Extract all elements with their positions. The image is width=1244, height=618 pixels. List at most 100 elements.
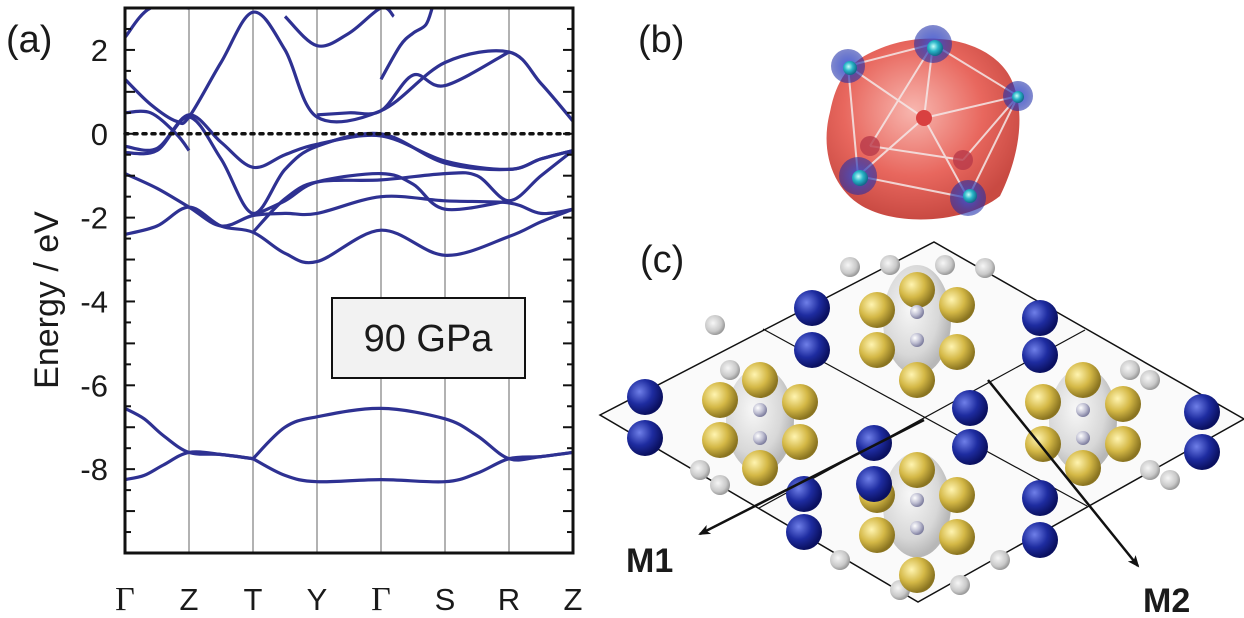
gray-atom xyxy=(935,255,955,275)
high-symmetry-gridlines xyxy=(188,8,510,553)
gold-atom xyxy=(859,517,895,553)
blue-atom xyxy=(1184,394,1220,430)
blue-atom xyxy=(627,420,663,456)
gold-atom xyxy=(1065,362,1101,398)
band-line xyxy=(251,149,573,234)
arrow-m2 xyxy=(987,379,1140,568)
blue-atom xyxy=(952,390,988,426)
gray-atom xyxy=(720,360,740,380)
charge-column xyxy=(726,367,794,473)
y-tick-label: 2 xyxy=(91,33,108,68)
gray-atom xyxy=(710,475,730,495)
gray-atom xyxy=(830,550,850,570)
panel-label-c: (c) xyxy=(640,239,684,281)
x-tick-label: Y xyxy=(307,582,328,617)
gray-atom xyxy=(1160,470,1180,490)
isosurface-panel: (b) xyxy=(638,19,1033,220)
gold-atom xyxy=(742,362,778,398)
gold-atom xyxy=(782,384,818,420)
y-tick-label: 0 xyxy=(91,117,108,152)
gold-atom xyxy=(1105,426,1141,462)
gray-atom xyxy=(950,575,970,595)
y-axis-ticks: 2 0 -2 -4 -6 -8 xyxy=(80,27,573,534)
crystal-structure-panel: (c) M1 M2 xyxy=(598,239,1244,618)
inner-atom xyxy=(860,136,880,156)
band-structure-panel: (a) Energy / eV 2 0 -2 -4 -6 -8 Γ Z T Y Γ S R Z 90 G… xyxy=(6,6,582,618)
gray-atom xyxy=(705,315,725,335)
gray-atom xyxy=(1140,370,1160,390)
band-line xyxy=(251,406,573,462)
white-atom xyxy=(910,333,924,347)
center-atom xyxy=(916,110,932,126)
band-lines xyxy=(125,8,573,484)
gray-atom xyxy=(880,255,900,275)
band-line xyxy=(316,50,510,117)
y-tick-label: -2 xyxy=(80,201,108,236)
charge-column xyxy=(1049,367,1117,473)
gray-atom xyxy=(990,550,1010,570)
x-tick-label: Z xyxy=(564,582,583,617)
gold-atom xyxy=(702,422,738,458)
gray-atom xyxy=(690,460,710,480)
gold-atom xyxy=(859,332,895,368)
y-tick-label: -4 xyxy=(80,284,108,319)
gold-atom xyxy=(782,424,818,460)
y-tick-label: -6 xyxy=(80,368,108,403)
x-tick-label: Z xyxy=(180,582,199,617)
label-m2: M2 xyxy=(1143,582,1190,618)
band-line xyxy=(125,406,254,461)
blue-atom xyxy=(1022,300,1058,336)
gray-atom xyxy=(840,257,860,277)
x-tick-label: R xyxy=(498,582,520,617)
band-line xyxy=(125,109,191,152)
x-tick-label: Γ xyxy=(115,581,135,618)
gold-atom xyxy=(742,450,778,486)
band-line xyxy=(125,172,573,228)
gold-atom xyxy=(939,477,975,513)
gold-atom xyxy=(899,557,935,593)
atom-layer xyxy=(627,255,1220,600)
panel-label-b: (b) xyxy=(638,19,684,61)
x-tick-label: T xyxy=(244,582,263,617)
y-tick-label: -8 xyxy=(80,452,108,487)
band-line xyxy=(125,8,189,39)
pressure-box xyxy=(331,297,526,379)
white-atom xyxy=(910,493,924,507)
band-line xyxy=(252,450,573,484)
gold-atom xyxy=(1105,386,1141,422)
plot-frame xyxy=(123,6,575,555)
gold-atom xyxy=(939,334,975,370)
band-line xyxy=(125,10,573,126)
x-tick-label: S xyxy=(435,582,456,617)
blue-atom xyxy=(1022,522,1058,558)
label-m1: M1 xyxy=(626,542,673,580)
gold-atom xyxy=(702,382,738,418)
x-tick-label: Γ xyxy=(371,581,391,618)
gold-atom xyxy=(859,292,895,328)
gray-atom xyxy=(1120,360,1140,380)
inner-atom xyxy=(953,150,973,170)
blue-atom xyxy=(627,379,663,415)
gold-atom xyxy=(1065,450,1101,486)
gold-atom xyxy=(939,287,975,323)
white-atom xyxy=(910,521,924,535)
white-atom xyxy=(753,431,767,445)
band-line xyxy=(283,8,395,48)
y-axis-label: Energy / eV xyxy=(28,211,66,389)
blue-atom xyxy=(1022,480,1058,516)
pressure-annotation: 90 GPa xyxy=(364,318,494,360)
blue-atom xyxy=(856,466,892,502)
blue-atom xyxy=(794,290,830,326)
white-atom xyxy=(910,305,924,319)
arrow-m1 xyxy=(698,418,925,536)
outer-atoms xyxy=(831,25,1033,216)
gold-atom xyxy=(1025,426,1061,462)
blue-atom xyxy=(952,429,988,465)
blue-atom xyxy=(856,425,892,461)
band-line xyxy=(125,113,573,172)
band-line xyxy=(125,205,573,265)
white-atom xyxy=(1076,403,1090,417)
gold-atom xyxy=(899,272,935,308)
